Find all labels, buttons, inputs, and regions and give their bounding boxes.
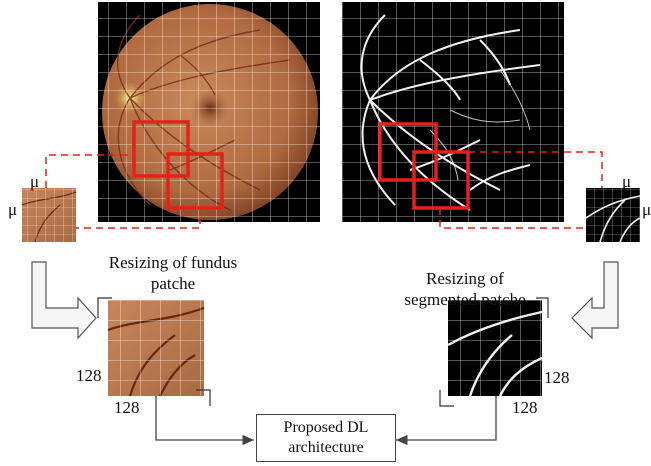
fundus-patch-height-label: 128 [76,366,102,385]
fundus-highlight-boxes [132,120,224,210]
small-seg-patch-height-symbol: μ [642,200,651,219]
dl-box-line1: Proposed DL [283,419,369,436]
segmented-image [342,2,564,222]
segmented-highlight-boxes [378,122,470,210]
small-segmented-patch [585,188,641,243]
segmented-patch-width-label: 128 [512,398,538,417]
small-patch-height-symbol: μ [8,200,18,219]
small-seg-patch-width-symbol: μ [622,172,632,191]
dashed-connectors [45,151,603,229]
connector-arrows [155,396,497,446]
fundus-resize-caption-line1: Resizing of fundus [108,253,238,272]
segmented-resize-caption: Resizing of segmented patche [380,268,550,310]
hollow-arrow-left [31,261,97,340]
small-fundus-patch [21,188,77,243]
segmented-resize-caption-line1: Resizing of [426,269,504,288]
segmented-resize-caption-line2: segmented patche [404,290,526,309]
fundus-image [98,2,320,222]
small-patch-width-symbol: μ [30,172,40,191]
resized-segmented-patch [439,297,549,407]
resized-fundus-patch [97,297,211,406]
proposed-dl-architecture-box: Proposed DL architecture [256,414,396,462]
fundus-patch-width-label: 128 [114,398,140,417]
fundus-resize-caption-line2: patche [150,274,196,293]
segmented-patch-height-label: 128 [544,368,570,387]
dl-box-line2: architecture [288,439,364,456]
fundus-resize-caption: Resizing of fundus patche [88,252,258,294]
hollow-arrow-right [571,261,619,340]
